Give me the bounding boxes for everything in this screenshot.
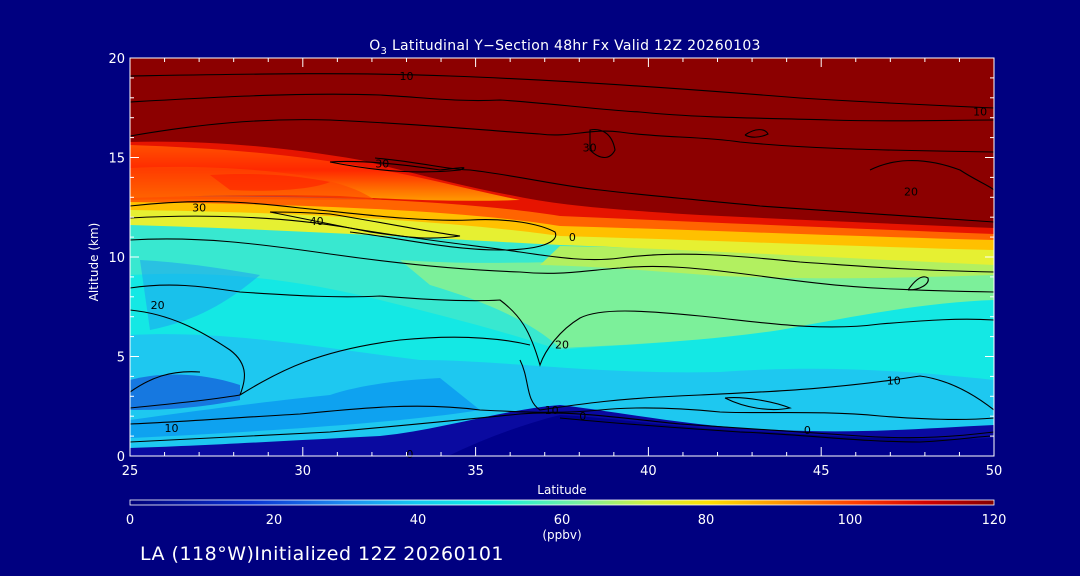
footer-caption: LA (118°W)Initialized 12Z 20260101: [140, 543, 504, 565]
colorbar-tick-label: 60: [554, 513, 571, 528]
x-tick-label: 30: [295, 464, 312, 479]
contour-line: [130, 215, 994, 273]
x-axis: 25 30 35 40 45 50: [122, 58, 1003, 479]
contour-labels: 10 10 30 20 30 40 20 20 10 10 10 0 0 0 30 0: [151, 70, 988, 461]
contour-line: [130, 119, 994, 153]
x-axis-label: Latitude: [537, 483, 586, 497]
contour-line: [589, 128, 616, 159]
y-axis-label: Altitude (km): [87, 223, 101, 302]
contour-line: [130, 93, 994, 122]
contour-line: [374, 157, 994, 223]
ozone-field: [130, 58, 994, 456]
colorbar-tick-label: 80: [698, 513, 715, 528]
contour-label: 20: [151, 299, 165, 312]
y-tick-label: 10: [108, 251, 125, 266]
contour-line: [130, 73, 994, 109]
contour-line: [907, 276, 929, 291]
x-tick-label: 45: [813, 464, 830, 479]
contour-line: [724, 397, 792, 411]
chart-title: O3 Latitudinal Y−Section 48hr Fx Valid 1…: [369, 38, 761, 57]
contour-line: [744, 129, 769, 138]
contour-label: 30: [375, 157, 389, 170]
contour-line: [559, 417, 994, 443]
contour-line: [130, 371, 201, 393]
contour-line: [130, 405, 994, 425]
x-tick-label: 50: [986, 464, 1003, 479]
contour-label: 0: [579, 410, 586, 423]
contour-line: [130, 238, 994, 293]
contour-label: 0: [569, 231, 576, 244]
colorbar-tick-label: 100: [838, 513, 863, 528]
colorbar: [129, 499, 995, 506]
contour-label: 10: [399, 70, 413, 83]
y-tick-label: 15: [108, 152, 125, 167]
contour-line: [130, 284, 994, 367]
y-axis: 0 5 10 15 20: [108, 52, 994, 465]
x-tick-label: 25: [122, 464, 139, 479]
contour-label: 10: [973, 106, 987, 119]
contour-label: 20: [555, 339, 569, 352]
contour-label: 0: [406, 448, 413, 461]
colorbar-tick-label: 40: [410, 513, 427, 528]
y-tick-label: 5: [117, 351, 125, 366]
colorbar-tick-label: 0: [126, 513, 134, 528]
contour-label: 30: [192, 201, 206, 214]
contour-lines: [130, 73, 994, 443]
x-tick-label: 35: [467, 464, 484, 479]
contour-label: 10: [545, 404, 559, 417]
contour-line: [130, 309, 245, 409]
contour-line: [239, 336, 531, 396]
contour-label: 0: [804, 424, 811, 437]
contour-label: 10: [164, 422, 178, 435]
contour-label: 40: [310, 215, 324, 228]
contour-label: 20: [904, 185, 918, 198]
contour-line: [269, 211, 461, 239]
x-tick-label: 40: [640, 464, 657, 479]
contour-line: [329, 160, 465, 173]
contour-label: 30: [583, 142, 597, 155]
contour-line: [869, 160, 994, 191]
contour-line: [130, 200, 557, 251]
contour-line: [130, 412, 994, 443]
colorbar-tick-label: 20: [266, 513, 283, 528]
colorbar-ticks: 0 20 40 60 80 100 120: [126, 513, 1007, 528]
colorbar-unit-label: (ppbv): [542, 528, 581, 542]
contour-label: 10: [887, 374, 901, 387]
y-tick-label: 20: [108, 52, 125, 67]
colorbar-tick-label: 120: [982, 513, 1007, 528]
y-tick-label: 0: [117, 450, 125, 465]
contour-line: [519, 359, 994, 411]
